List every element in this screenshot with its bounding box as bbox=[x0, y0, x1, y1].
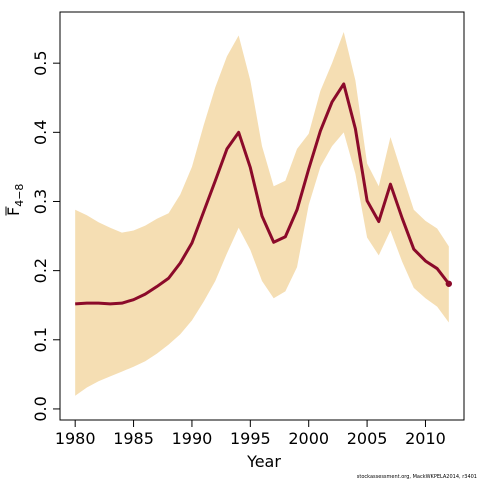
endpoint-marker bbox=[445, 280, 453, 287]
x-tick-label-1985: 1985 bbox=[113, 429, 154, 448]
y-axis-title: F4−8 bbox=[4, 184, 26, 216]
x-tick-label-1995: 1995 bbox=[230, 429, 271, 448]
x-tick-label-1990: 1990 bbox=[172, 429, 213, 448]
y-tick-label-0.0: 0.0 bbox=[31, 396, 50, 421]
svg-text:F4−8: F4−8 bbox=[4, 184, 26, 216]
y-tick-label-0.5: 0.5 bbox=[31, 50, 50, 75]
y-tick-label-0.1: 0.1 bbox=[31, 327, 50, 352]
estimate-line bbox=[75, 82, 451, 306]
x-tick-label-2010: 2010 bbox=[405, 429, 446, 448]
x-axis-title: Year bbox=[246, 452, 281, 471]
y-axis: 0.0 0.1 0.2 0.3 0.4 0.5 bbox=[31, 50, 61, 422]
credit-text: stockassessment.org, MackWKPELA2014, r34… bbox=[357, 474, 477, 480]
x-tick-label-2000: 2000 bbox=[288, 429, 329, 448]
estimate-line-layer bbox=[75, 82, 453, 306]
x-tick-label-1980: 1980 bbox=[55, 429, 96, 448]
y-tick-label-0.4: 0.4 bbox=[31, 120, 50, 145]
y-tick-label-0.2: 0.2 bbox=[31, 258, 50, 283]
x-tick-label-2005: 2005 bbox=[347, 429, 388, 448]
y-axis-title-subscript: 4−8 bbox=[13, 184, 26, 207]
y-tick-label-0.3: 0.3 bbox=[31, 189, 50, 214]
x-axis: 1980 1985 1990 1995 2000 2005 2010 bbox=[55, 419, 446, 448]
y-axis-title-main: F bbox=[4, 207, 23, 216]
